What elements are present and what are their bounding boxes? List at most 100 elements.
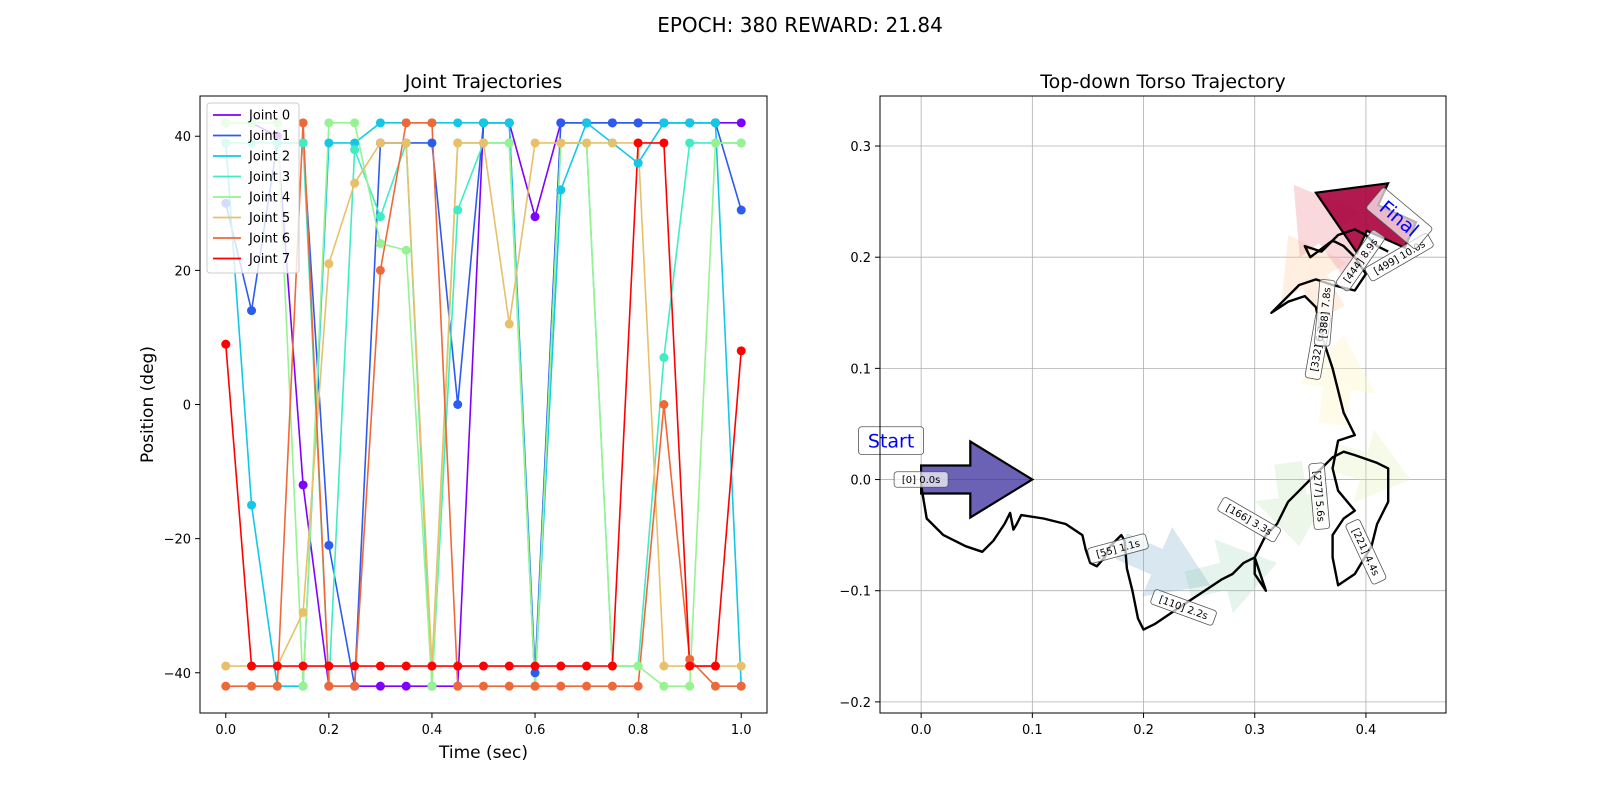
x-tick-label: 1.0	[731, 723, 752, 738]
legend-box	[206, 102, 300, 274]
data-point-joint-6	[659, 400, 669, 409]
step-label: [388] 7.8s	[1314, 279, 1336, 347]
data-point-joint-5	[298, 607, 308, 617]
joint-trajectories-plot: Joint Trajectories Time (sec) Position (…	[138, 71, 768, 763]
step-label-text: [0] 0.0s	[902, 475, 940, 486]
data-point-joint-1	[427, 138, 437, 148]
joint-y-axis-label: Position (deg)	[138, 346, 158, 463]
epoch-reward-title: EPOCH: 380 REWARD: 21.84	[657, 13, 943, 37]
start-label-text: Start	[868, 430, 914, 452]
x-tick-label: 0.6	[525, 723, 546, 738]
data-point-joint-4	[659, 681, 669, 691]
data-point-joint-6	[685, 654, 695, 664]
x-tick-label: 0.3	[1244, 723, 1265, 738]
data-point-joint-6	[221, 681, 231, 691]
data-point-joint-7	[659, 138, 669, 148]
data-point-joint-5	[504, 319, 514, 329]
data-point-joint-3	[685, 138, 695, 148]
final-label-box	[1366, 187, 1433, 249]
data-point-joint-7	[247, 661, 257, 671]
data-point-joint-1	[556, 118, 566, 128]
x-tick-label: 0.1	[1022, 723, 1043, 738]
data-point-joint-2	[453, 118, 463, 128]
data-point-joint-5	[736, 661, 746, 671]
torso-plot-frame	[879, 95, 1447, 714]
y-tick-label: 20	[174, 264, 191, 279]
data-point-joint-5	[453, 138, 463, 148]
data-point-joint-5	[582, 138, 592, 148]
heading-arrow	[1254, 461, 1331, 547]
data-point-joint-7	[298, 661, 308, 671]
data-point-joint-4	[401, 245, 411, 255]
data-point-joint-5	[659, 661, 669, 671]
data-point-joint-7	[633, 138, 643, 148]
heading-arrow	[919, 439, 1035, 520]
data-point-joint-3	[659, 353, 669, 363]
step-label: [277] 5.6s	[1308, 462, 1330, 530]
step-label-box	[1308, 462, 1330, 530]
data-point-joint-2	[710, 118, 720, 128]
data-point-joint-5	[530, 138, 540, 148]
legend-entry: Joint 6	[248, 232, 290, 247]
joint-plot-frame	[199, 95, 768, 714]
data-point-joint-7	[710, 661, 720, 671]
step-label-box	[1150, 589, 1217, 626]
data-point-joint-6	[401, 118, 411, 128]
data-point-joint-7	[504, 661, 514, 671]
step-label-box	[1087, 533, 1149, 564]
data-point-joint-4	[710, 138, 720, 148]
y-tick-label: −20	[164, 533, 191, 548]
step-label-text: [388] 7.8s	[1318, 287, 1333, 339]
data-point-joint-0	[401, 681, 411, 691]
legend-entry: Joint 3	[248, 170, 290, 185]
torso-trajectory-title: Top-down Torso Trajectory	[1039, 71, 1285, 93]
heading-arrow	[1184, 539, 1277, 614]
legend-entry: Joint 0	[248, 109, 290, 124]
data-point-joint-4	[324, 118, 334, 128]
data-point-joint-7	[272, 661, 282, 671]
data-point-joint-6	[427, 118, 437, 128]
data-point-joint-2	[247, 500, 257, 510]
data-point-joint-7	[479, 661, 488, 671]
x-tick-label: 0.0	[215, 723, 236, 738]
x-tick-label: 0.0	[911, 723, 932, 738]
data-point-joint-0	[736, 118, 746, 128]
data-point-joint-3	[350, 145, 360, 155]
legend-entry: Joint 1	[248, 129, 290, 144]
data-point-joint-2	[350, 138, 360, 148]
data-point-joint-2	[582, 118, 592, 128]
joint-legend: Joint 0 Joint 1 Joint 2 Joint 3 Joint 4 Joint…	[206, 102, 300, 274]
data-point-joint-6	[582, 681, 592, 691]
data-point-joint-7	[556, 661, 566, 671]
data-point-joint-5	[324, 259, 334, 269]
data-point-joint-0	[375, 681, 385, 691]
x-tick-label: 0.8	[628, 723, 649, 738]
legend-entry: Joint 4	[248, 191, 290, 206]
data-point-joint-1	[736, 205, 746, 215]
data-point-joint-6	[350, 681, 360, 691]
legend-entry: Joint 5	[248, 211, 290, 226]
data-point-joint-6	[453, 681, 463, 691]
data-point-joint-6	[479, 681, 488, 691]
data-point-joint-7	[401, 661, 411, 671]
data-point-joint-4	[427, 681, 437, 691]
data-point-joint-5	[221, 661, 231, 671]
y-tick-label: 40	[174, 130, 191, 145]
data-point-joint-5	[479, 138, 488, 148]
data-point-joint-6	[324, 681, 334, 691]
data-point-joint-6	[298, 118, 308, 128]
y-tick-label: 0.0	[850, 474, 871, 489]
start-label: Start	[858, 426, 924, 455]
final-label: Final	[1366, 187, 1433, 249]
data-point-joint-5	[350, 178, 360, 188]
step-label-box	[1345, 519, 1387, 585]
data-point-joint-6	[272, 681, 282, 691]
y-tick-label: 0.1	[850, 362, 871, 377]
data-point-joint-0	[530, 212, 540, 222]
data-point-joint-1	[453, 400, 463, 409]
data-point-joint-4	[685, 681, 695, 691]
torso-axis-ticks: 0.0 0.1 0.2 0.3 0.4 −0.2 −0.1 0.0 0.1 0.2 0.3	[839, 140, 1376, 738]
data-point-joint-2	[633, 158, 643, 168]
torso-heading-arrows	[919, 181, 1418, 614]
data-point-joint-5	[556, 138, 566, 148]
